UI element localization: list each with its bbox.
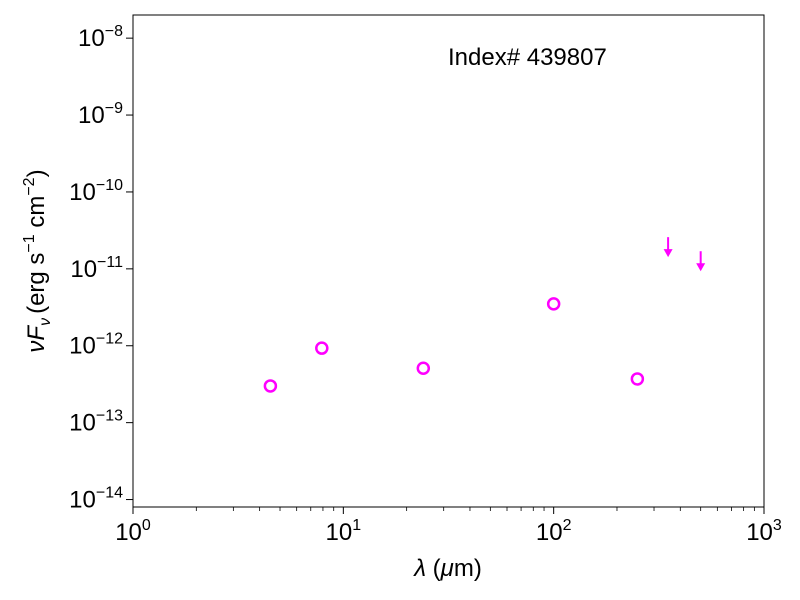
upper-limit-arrow-head — [663, 249, 673, 258]
y-tick-label: 10−14 — [69, 485, 123, 514]
y-tick-label: 10−10 — [69, 177, 123, 206]
axis-ticks — [126, 37, 765, 514]
x-tick-label: 102 — [536, 517, 572, 546]
data-point — [416, 361, 431, 375]
axis-tick-labels: 100 101 102 103 10−8 10−9 10−10 10−11 10−12 10−13… — [69, 23, 782, 546]
data-point — [263, 379, 278, 393]
y-tick-label: 10−8 — [78, 23, 123, 52]
data-marks — [263, 237, 706, 393]
data-point — [315, 341, 329, 355]
data-point — [546, 297, 561, 311]
y-tick-label: 10−9 — [78, 100, 123, 129]
x-tick-label: 100 — [115, 517, 151, 546]
y-axis-title: νFν(erg s−1 cm−2) — [21, 169, 54, 352]
y-tick-label: 10−13 — [69, 408, 123, 437]
y-tick-label: 10−12 — [69, 331, 123, 360]
y-tick-label: 10−11 — [70, 254, 123, 283]
annotation-label: Index# 439807 — [448, 44, 607, 71]
data-point — [630, 372, 645, 386]
upper-limit-arrow-head — [696, 263, 706, 272]
upper-limit-arrow — [663, 237, 673, 258]
x-tick-label: 103 — [746, 517, 782, 546]
x-axis-title: λ (μm) — [412, 555, 482, 582]
plot-area-frame — [132, 14, 765, 508]
x-tick-label: 101 — [326, 517, 362, 546]
upper-limit-arrow — [696, 251, 706, 272]
